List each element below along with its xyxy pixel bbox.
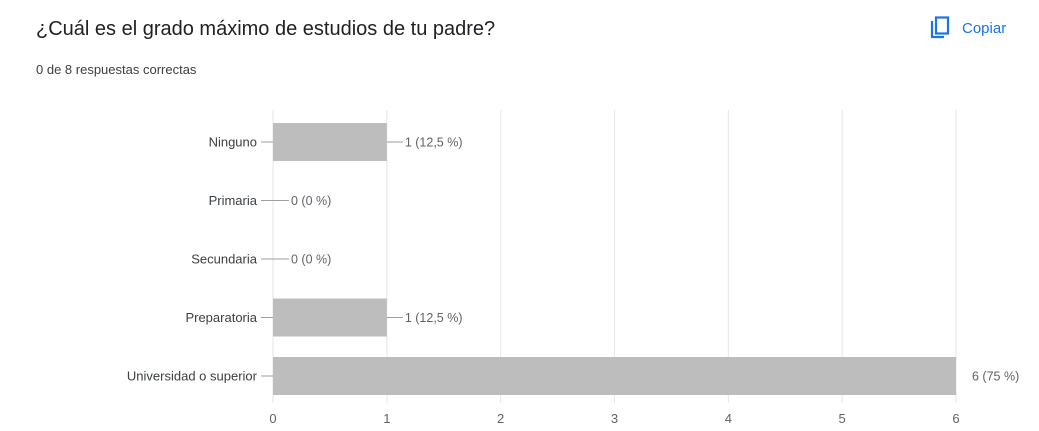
copy-button-label: Copiar (962, 19, 1007, 37)
x-tick-label: 1 (383, 411, 390, 426)
x-tick-label: 3 (611, 411, 618, 426)
category-label: Universidad o superior (127, 369, 258, 384)
x-tick-label: 6 (952, 411, 959, 426)
x-tick-label: 5 (839, 411, 846, 426)
x-tick-label: 4 (725, 411, 732, 426)
value-label: 0 (0 %) (291, 253, 331, 267)
x-tick-label: 2 (497, 411, 504, 426)
category-label: Preparatoria (185, 310, 257, 325)
bar (273, 298, 387, 337)
question-title: ¿Cuál es el grado máximo de estudios de … (36, 18, 496, 40)
x-tick-label: 0 (269, 411, 276, 426)
copy-icon (930, 16, 950, 39)
copy-button[interactable]: Copiar (930, 14, 1006, 42)
value-label: 1 (12,5 %) (405, 311, 463, 325)
bar (273, 123, 387, 161)
value-label: 1 (12,5 %) (405, 136, 463, 150)
value-label: 6 (75 %) (972, 370, 1019, 384)
category-label: Secundaria (191, 252, 258, 267)
bar (273, 357, 956, 395)
value-label: 0 (0 %) (291, 194, 331, 208)
category-label: Primaria (209, 193, 258, 208)
correct-answers-summary: 0 de 8 respuestas correctas (36, 62, 197, 77)
category-label: Ninguno (209, 135, 257, 150)
